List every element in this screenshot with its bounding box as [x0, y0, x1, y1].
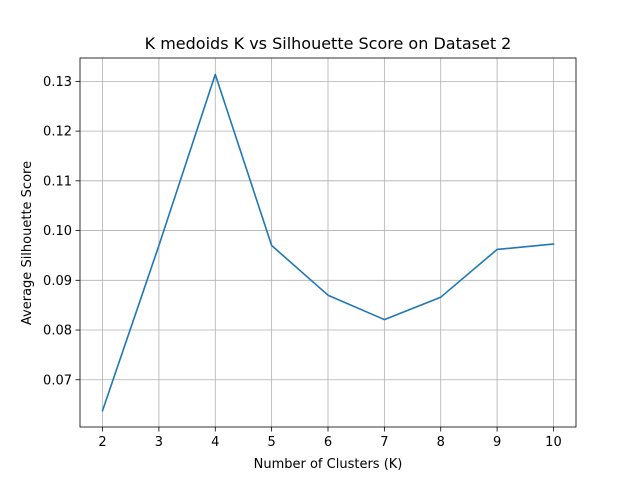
x-tick-label-8: 8	[437, 435, 445, 450]
y-tick-label-0.13: 0.13	[43, 75, 72, 90]
x-tick-label-9: 9	[493, 435, 501, 450]
chart-title: K medoids K vs Silhouette Score on Datas…	[145, 34, 512, 53]
tick-labels: 2 3 4 5 6 7 8 9 10 0.07 0.08 0.09 0.10 0.11 0.12 0.13	[43, 75, 562, 450]
x-tick-label-7: 7	[380, 435, 388, 450]
x-axis-label: Number of Clusters (K)	[254, 457, 403, 472]
x-tick-label-4: 4	[211, 435, 219, 450]
y-tick-label-0.10: 0.10	[43, 224, 72, 239]
y-tick-label-0.11: 0.11	[43, 174, 72, 189]
x-tick-label-5: 5	[267, 435, 275, 450]
x-tick-label-3: 3	[155, 435, 163, 450]
y-tick-label-0.09: 0.09	[43, 274, 72, 289]
data-series	[101, 73, 555, 412]
x-tick-label-10: 10	[545, 435, 562, 450]
y-tick-label-0.08: 0.08	[43, 324, 72, 339]
y-tick-label-0.07: 0.07	[43, 373, 72, 388]
y-tick-label-0.12: 0.12	[43, 125, 72, 140]
x-tick-label-6: 6	[324, 435, 332, 450]
grid-lines	[80, 58, 576, 427]
y-axis-label: Average Silhouette Score	[20, 161, 35, 325]
x-tick-label-2: 2	[98, 435, 106, 450]
tick-marks	[75, 80, 554, 432]
